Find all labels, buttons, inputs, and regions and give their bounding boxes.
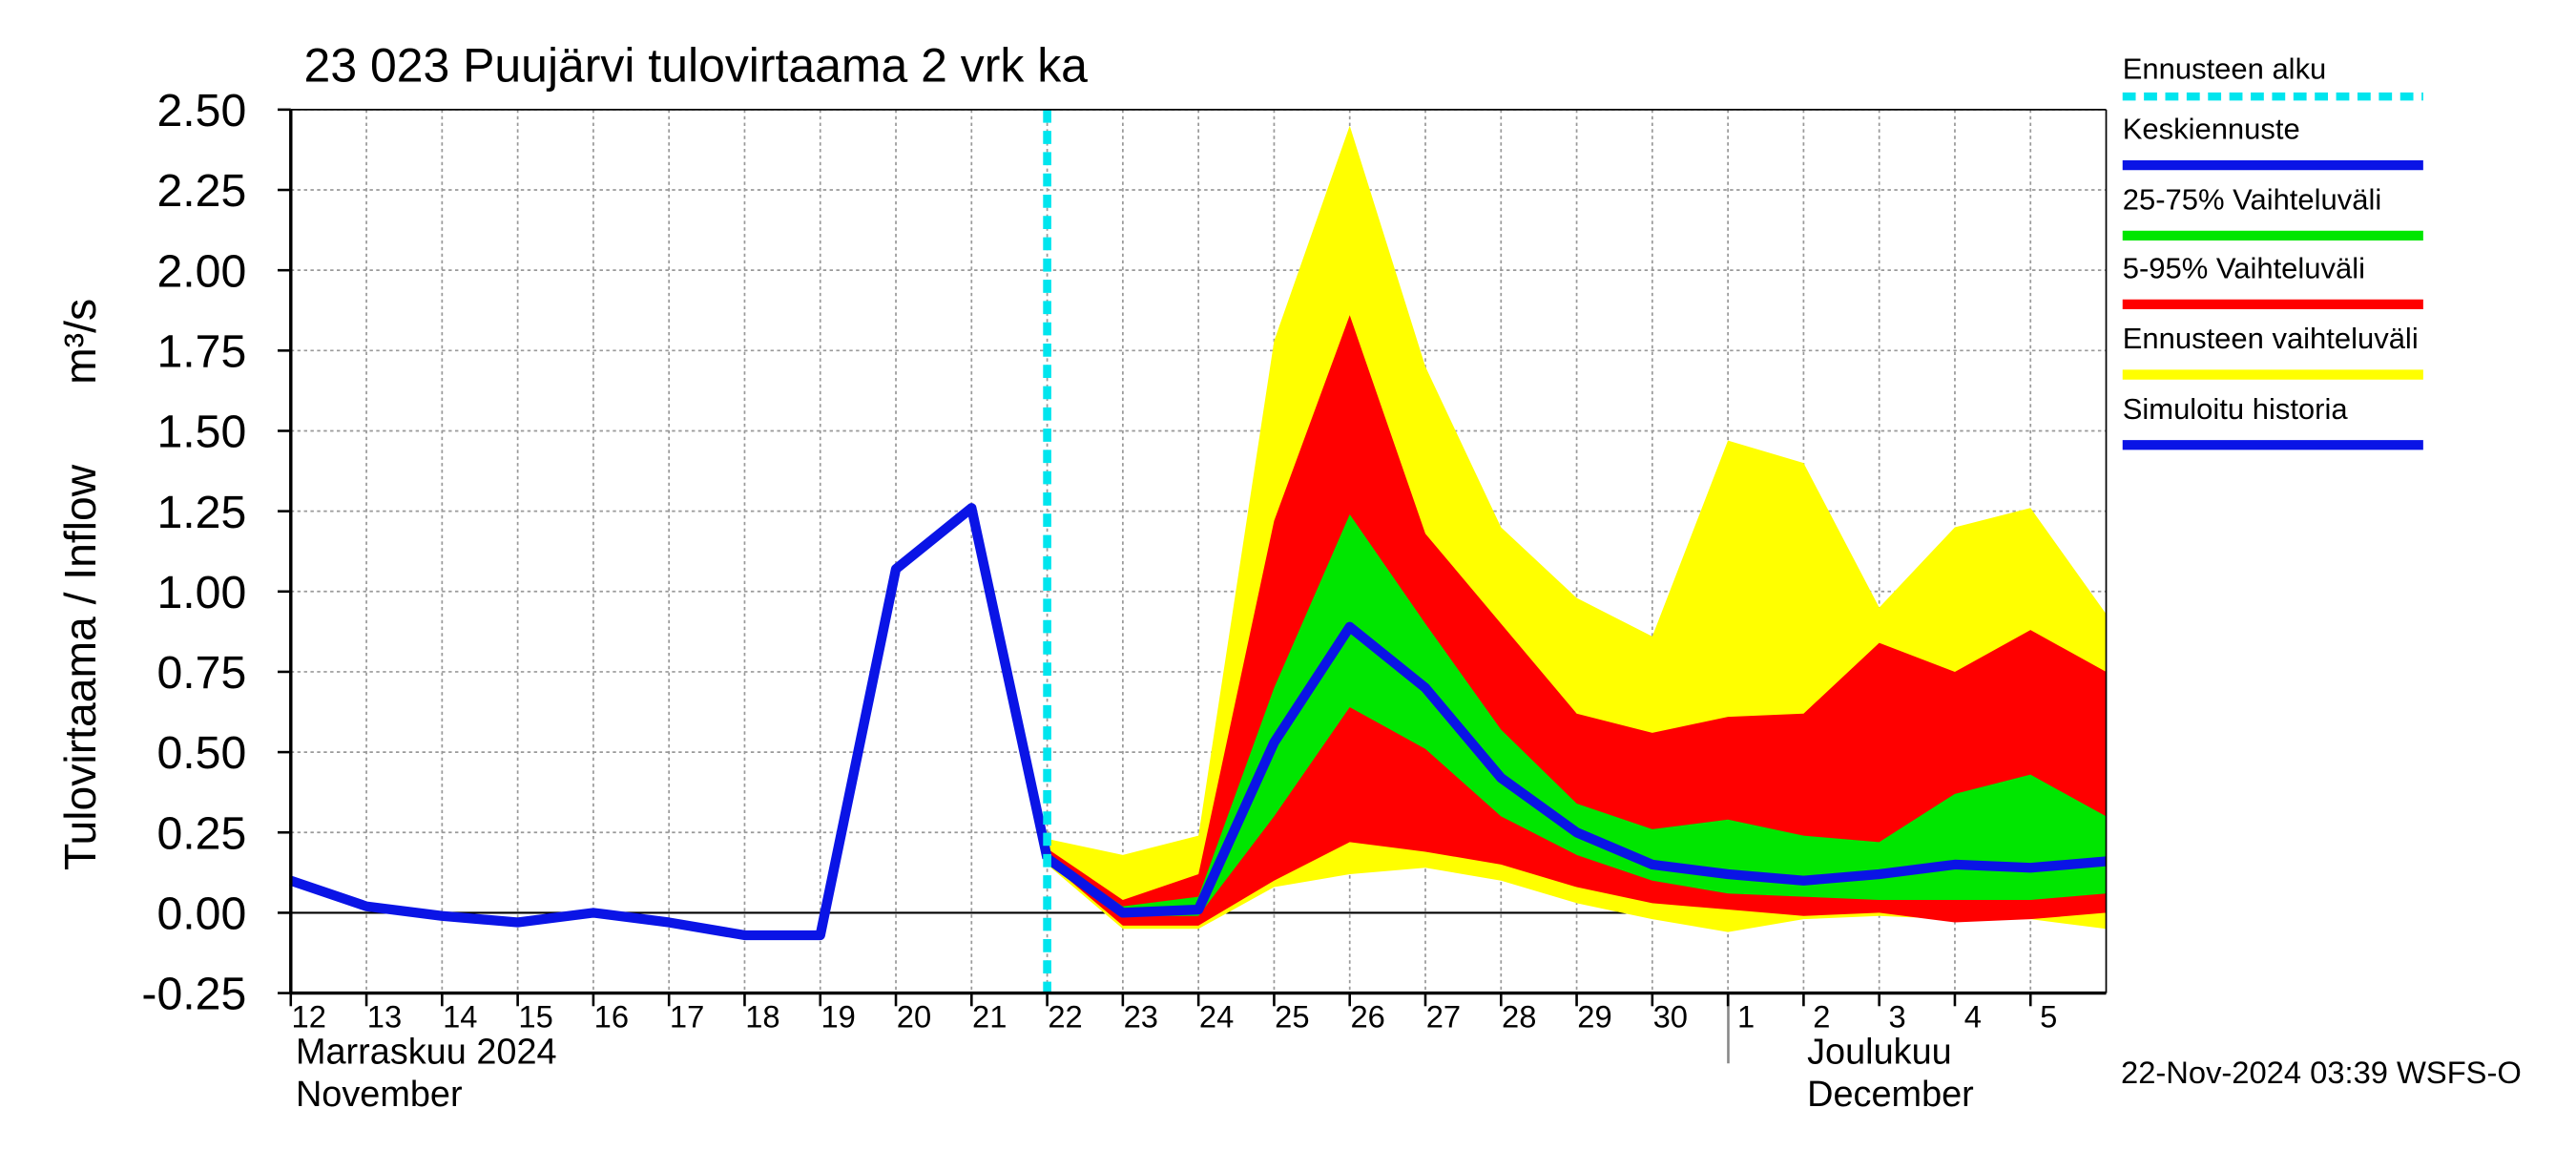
x-tick-label: 29	[1577, 999, 1611, 1035]
y-tick-label: 2.50	[156, 85, 246, 136]
x-tick-label: 17	[670, 999, 704, 1035]
line	[289, 503, 1052, 941]
y-tick-label: 2.25	[156, 165, 246, 217]
y-tick-label: 1.75	[156, 326, 246, 378]
y-tick-label: 1.25	[156, 487, 246, 538]
x-tick-label: 13	[367, 999, 402, 1035]
y-tick-label: 0.75	[156, 647, 246, 699]
y-tick-label: 0.25	[156, 807, 246, 859]
x-tick-label: 4	[1964, 999, 1982, 1035]
legend-label: Keskiennuste	[2123, 113, 2300, 146]
month-label: December	[1807, 1075, 1974, 1115]
x-tick-label: 15	[518, 999, 552, 1035]
x-tick-label: 14	[443, 999, 477, 1035]
x-tick-label: 3	[1889, 999, 1906, 1035]
x-tick-label: 1	[1737, 999, 1755, 1035]
chart-title: 23 023 Puujärvi tulovirtaama 2 vrk ka	[304, 39, 1089, 93]
x-tick-label: 27	[1426, 999, 1461, 1035]
y-tick-label: 1.00	[156, 567, 246, 618]
y-tick-label: 1.50	[156, 407, 246, 458]
month-label: Marraskuu 2024	[296, 1032, 557, 1072]
x-tick-label: 12	[292, 999, 326, 1035]
x-tick-label: 2	[1813, 999, 1830, 1035]
x-tick-label: 24	[1199, 999, 1234, 1035]
x-tick-label: 20	[897, 999, 931, 1035]
x-tick-label: 23	[1124, 999, 1158, 1035]
x-tick-label: 28	[1502, 999, 1536, 1035]
x-tick-label: 22	[1048, 999, 1082, 1035]
footer: 22-Nov-2024 03:39 WSFS-O	[2121, 1055, 2522, 1090]
y-axis-unit: m³/s	[55, 299, 105, 385]
line	[1044, 621, 2107, 918]
x-tick-label: 16	[594, 999, 629, 1035]
band	[1047, 514, 2107, 916]
y-tick-label: 0.50	[156, 727, 246, 779]
x-tick-label: 5	[2040, 999, 2057, 1035]
y-tick-label: 2.00	[156, 245, 246, 297]
legend-label: 5-95% Vaihteluväli	[2123, 251, 2365, 284]
legend-label: 25-75% Vaihteluväli	[2123, 182, 2381, 216]
legend-label: Ennusteen alku	[2123, 52, 2327, 85]
x-tick-label: 25	[1275, 999, 1309, 1035]
y-axis-label: Tulovirtaama / Inflow	[55, 464, 105, 870]
x-tick-label: 21	[972, 999, 1007, 1035]
legend-label: Simuloitu historia	[2123, 392, 2349, 426]
month-label: Joulukuu	[1807, 1032, 1952, 1072]
y-tick-label: 0.00	[156, 889, 246, 940]
month-label: November	[296, 1075, 463, 1115]
legend-label: Ennusteen vaihteluväli	[2123, 322, 2419, 355]
x-tick-label: 30	[1653, 999, 1688, 1035]
band	[1047, 315, 2107, 926]
y-tick-label: -0.25	[141, 969, 246, 1020]
x-tick-label: 19	[821, 999, 856, 1035]
x-tick-label: 26	[1350, 999, 1384, 1035]
x-tick-label: 18	[745, 999, 779, 1035]
